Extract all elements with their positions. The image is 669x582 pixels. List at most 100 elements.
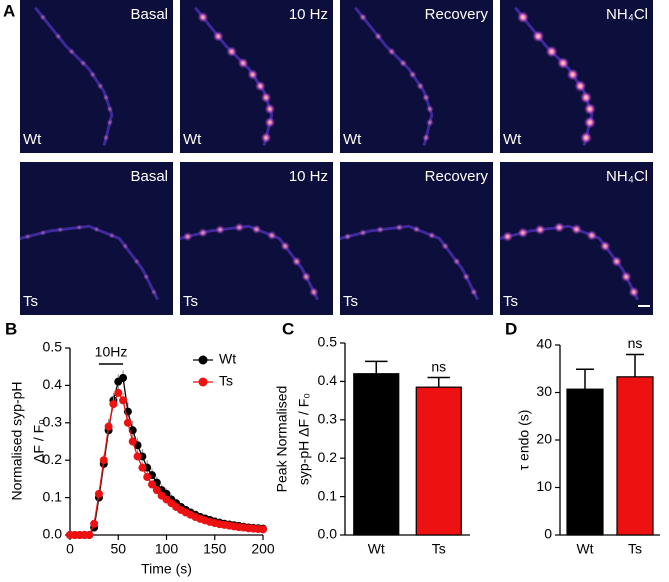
condition-label: Basal: [130, 6, 168, 23]
y-tick-label: 0: [544, 526, 552, 542]
bouton: [234, 222, 245, 233]
bouton: [93, 226, 100, 233]
data-point: [109, 400, 118, 409]
data-point: [119, 396, 128, 405]
bouton: [532, 30, 545, 43]
bouton: [309, 287, 319, 297]
y-axis-label: τ endo (s): [516, 410, 532, 471]
bouton: [343, 232, 352, 241]
bouton: [102, 94, 110, 101]
bouton: [89, 71, 97, 79]
series-line: [70, 376, 264, 536]
genotype-label: Ts: [183, 293, 198, 310]
y-axis-label: syp-pH ΔF / F₀: [296, 393, 312, 485]
panel-label: B: [5, 319, 17, 338]
legend-marker: [198, 377, 208, 387]
y-tick-label: 0.5: [43, 339, 63, 355]
bouton: [399, 59, 408, 68]
bar: [415, 386, 462, 536]
bouton: [247, 69, 259, 80]
micrograph: [500, 162, 653, 315]
bouton: [580, 131, 593, 144]
panel-label: A: [3, 1, 15, 20]
bouton: [571, 223, 582, 235]
bouton: [583, 103, 596, 116]
condition-label: 10 Hz: [289, 6, 328, 23]
bouton: [54, 32, 62, 40]
x-tick-label: Wt: [576, 541, 593, 557]
data-point: [128, 437, 137, 446]
data-point: [143, 473, 152, 482]
bouton: [566, 68, 579, 81]
bouton: [574, 80, 587, 93]
bouton: [516, 11, 529, 24]
bouton: [599, 240, 611, 252]
genotype-label: Wt: [503, 131, 522, 148]
micrograph: [20, 162, 173, 315]
bouton: [408, 70, 417, 79]
series-line: [70, 391, 264, 536]
bouton: [212, 30, 224, 42]
data-point: [94, 489, 103, 498]
bouton: [422, 133, 431, 142]
genotype-label: Wt: [23, 131, 42, 148]
bouton: [264, 103, 276, 115]
bouton: [412, 225, 421, 234]
bouton: [301, 271, 312, 282]
data-point: [259, 525, 267, 534]
genotype-label: Ts: [503, 293, 518, 310]
bouton: [291, 256, 302, 267]
bouton: [611, 256, 623, 267]
data-point: [133, 452, 142, 461]
bouton: [133, 258, 140, 265]
condition-label: NH₄Cl: [606, 168, 648, 185]
bouton: [583, 116, 596, 129]
bar: [353, 373, 400, 536]
significance-label: ns: [431, 358, 446, 374]
x-tick-label: 100: [155, 541, 179, 557]
bouton: [56, 226, 64, 234]
bouton: [452, 257, 461, 266]
condition-label: 10 Hz: [289, 168, 328, 185]
micrograph: [180, 162, 333, 315]
bouton: [24, 233, 31, 240]
data-point: [90, 519, 99, 528]
legend-label: Wt: [219, 351, 236, 367]
bouton: [628, 286, 640, 298]
y-tick-label: 0.1: [318, 487, 338, 503]
bouton: [237, 57, 249, 69]
data-point: [152, 486, 161, 495]
y-tick-label: 0.0: [43, 526, 63, 542]
bouton: [280, 241, 290, 251]
condition-label: Basal: [130, 168, 168, 185]
bouton: [251, 224, 262, 235]
legend-marker: [198, 355, 208, 365]
bouton: [75, 224, 83, 231]
bouton: [106, 105, 114, 113]
bouton: [620, 271, 632, 283]
y-tick-label: 0.0: [318, 526, 338, 542]
y-tick-label: 0.3: [43, 414, 63, 430]
y-tick-label: 0.2: [43, 451, 63, 467]
bouton: [198, 227, 208, 238]
x-tick-label: 150: [203, 541, 227, 557]
bouton: [586, 230, 598, 241]
bouton: [425, 118, 434, 127]
bouton: [96, 82, 104, 90]
y-tick-label: 10: [536, 478, 552, 494]
bouton: [502, 231, 514, 242]
bouton: [517, 227, 529, 239]
bouton: [197, 11, 209, 23]
condition-label: Recovery: [425, 6, 489, 23]
micrograph: [340, 162, 493, 315]
data-point: [114, 388, 123, 397]
bouton: [557, 57, 570, 70]
y-tick-label: 0.4: [318, 372, 338, 388]
bouton: [359, 228, 367, 237]
genotype-label: Wt: [183, 131, 202, 148]
y-tick-label: 40: [536, 336, 552, 352]
bouton: [469, 288, 478, 296]
y-axis-label: Normalised syp-pH: [9, 381, 25, 500]
data-point: [85, 531, 94, 539]
bouton: [79, 59, 87, 67]
